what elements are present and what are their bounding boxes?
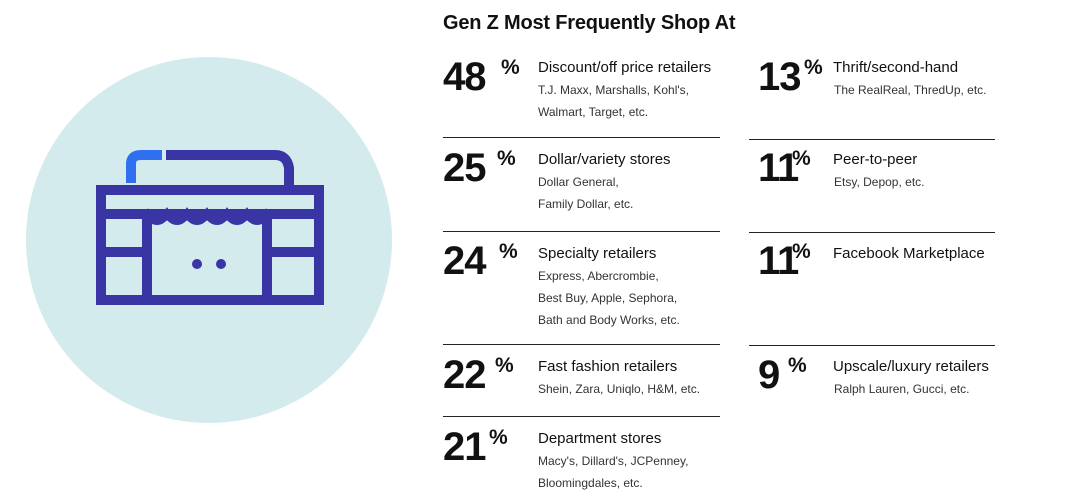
percent-sign: % (495, 354, 514, 377)
divider (749, 232, 995, 233)
stat-specialty-retailers: 24 % Specialty retailers Express, Abercr… (443, 241, 723, 331)
page-title: Gen Z Most Frequently Shop At (443, 12, 736, 34)
example-line: Bloomingdales, etc. (538, 476, 643, 490)
storefront-icon (96, 150, 324, 305)
stat-label: Thrift/second-hand (833, 59, 959, 76)
example-line: Bath and Body Works, etc. (538, 313, 680, 327)
stat-examples: Macy's, Dillard's, JCPenney, Bloomingdal… (538, 450, 688, 494)
stat-department-stores: 21 % Department stores Macy's, Dillard's… (443, 427, 723, 497)
stat-label: Dollar/variety stores (538, 151, 671, 168)
stat-value: 9 (758, 353, 780, 397)
stat-thrift: 13 % Thrift/second-hand The RealReal, Th… (758, 57, 1048, 107)
stat-examples: The RealReal, ThredUp, etc. (834, 79, 987, 101)
divider (443, 231, 720, 232)
stat-examples: Etsy, Depop, etc. (834, 171, 925, 193)
stat-luxury-retailers: 9 % Upscale/luxury retailers Ralph Laure… (758, 355, 1048, 405)
percent-sign: % (792, 147, 811, 170)
stat-value: 21 (443, 425, 486, 469)
percent-sign: % (788, 354, 807, 377)
stat-examples: Express, Abercrombie, Best Buy, Apple, S… (538, 265, 680, 331)
stat-value: 11 (758, 146, 799, 190)
stat-value: 13 (758, 55, 801, 99)
stat-value: 25 (443, 146, 486, 190)
percent-sign: % (804, 56, 823, 79)
example-line: T.J. Maxx, Marshalls, Kohl's, (538, 83, 689, 97)
example-line: Etsy, Depop, etc. (834, 175, 925, 189)
percent-sign: % (489, 426, 508, 449)
stat-examples: Ralph Lauren, Gucci, etc. (834, 378, 969, 400)
stat-value: 11 (758, 239, 799, 283)
stat-examples: Shein, Zara, Uniqlo, H&M, etc. (538, 378, 700, 400)
stat-facebook-marketplace: 11 % Facebook Marketplace (758, 241, 1048, 286)
stat-dollar-stores: 25 % Dollar/variety stores Dollar Genera… (443, 148, 723, 218)
divider (443, 137, 720, 138)
stat-label: Upscale/luxury retailers (833, 358, 989, 375)
example-line: Express, Abercrombie, (538, 269, 659, 283)
divider (443, 416, 720, 417)
stat-label: Fast fashion retailers (538, 358, 678, 375)
stat-value: 48 (443, 55, 486, 99)
divider (749, 345, 995, 346)
percent-sign: % (497, 147, 516, 170)
stat-examples: T.J. Maxx, Marshalls, Kohl's, Walmart, T… (538, 79, 689, 123)
example-line: The RealReal, ThredUp, etc. (834, 83, 987, 97)
example-line: Walmart, Target, etc. (538, 105, 649, 119)
percent-sign: % (792, 240, 811, 263)
stat-label: Discount/off price retailers (538, 59, 712, 76)
example-line: Shein, Zara, Uniqlo, H&M, etc. (538, 382, 701, 396)
stat-value: 24 (443, 239, 486, 283)
stat-discount-retailers: 48 % Discount/off price retailers T.J. M… (443, 57, 723, 127)
stat-value: 22 (443, 353, 486, 397)
percent-sign: % (501, 56, 520, 79)
stat-label: Peer-to-peer (833, 151, 918, 168)
stat-label: Department stores (538, 430, 662, 447)
stat-fast-fashion: 22 % Fast fashion retailers Shein, Zara,… (443, 355, 723, 405)
stat-peer-to-peer: 11 % Peer-to-peer Etsy, Depop, etc. (758, 148, 1048, 198)
percent-sign: % (499, 240, 518, 263)
stat-examples: Dollar General, Family Dollar, etc. (538, 171, 633, 215)
divider (443, 344, 720, 345)
example-line: Ralph Lauren, Gucci, etc. (834, 382, 970, 396)
example-line: Best Buy, Apple, Sephora, (538, 291, 678, 305)
example-line: Macy's, Dillard's, JCPenney, (538, 454, 689, 468)
stat-label: Facebook Marketplace (833, 245, 985, 262)
divider (749, 139, 995, 140)
example-line: Dollar General, (538, 175, 619, 189)
stat-label: Specialty retailers (538, 245, 657, 262)
illustration-circle (26, 57, 392, 423)
example-line: Family Dollar, etc. (538, 197, 634, 211)
